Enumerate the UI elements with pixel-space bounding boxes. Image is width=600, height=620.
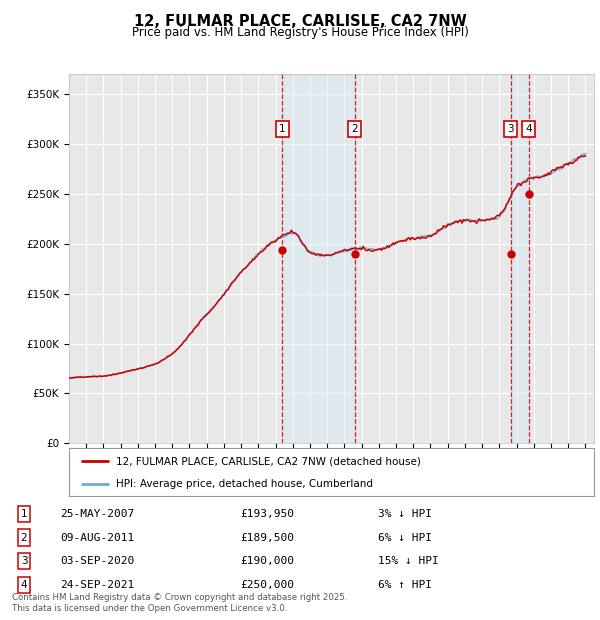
Text: 6% ↓ HPI: 6% ↓ HPI (378, 533, 432, 542)
Text: Price paid vs. HM Land Registry's House Price Index (HPI): Price paid vs. HM Land Registry's House … (131, 26, 469, 39)
Text: 3: 3 (20, 556, 28, 566)
Bar (282, 74, 355, 443)
Text: Contains HM Land Registry data © Crown copyright and database right 2025.
This d: Contains HM Land Registry data © Crown c… (12, 593, 347, 613)
Text: 15% ↓ HPI: 15% ↓ HPI (378, 556, 439, 566)
Text: 24-SEP-2021: 24-SEP-2021 (60, 580, 134, 590)
Text: £189,500: £189,500 (240, 533, 294, 542)
Text: 4: 4 (20, 580, 28, 590)
Text: £250,000: £250,000 (240, 580, 294, 590)
Text: 03-SEP-2020: 03-SEP-2020 (60, 556, 134, 566)
Text: 1: 1 (20, 509, 28, 519)
Text: HPI: Average price, detached house, Cumberland: HPI: Average price, detached house, Cumb… (116, 479, 373, 489)
Text: 4: 4 (526, 124, 532, 135)
Text: £193,950: £193,950 (240, 509, 294, 519)
Text: 09-AUG-2011: 09-AUG-2011 (60, 533, 134, 542)
Text: 6% ↑ HPI: 6% ↑ HPI (378, 580, 432, 590)
Text: 25-MAY-2007: 25-MAY-2007 (60, 509, 134, 519)
Text: 2: 2 (20, 533, 28, 542)
Bar (511, 74, 529, 443)
Text: 3% ↓ HPI: 3% ↓ HPI (378, 509, 432, 519)
Text: 12, FULMAR PLACE, CARLISLE, CA2 7NW (detached house): 12, FULMAR PLACE, CARLISLE, CA2 7NW (det… (116, 456, 421, 466)
Text: 3: 3 (508, 124, 514, 135)
Text: 1: 1 (279, 124, 286, 135)
Text: 2: 2 (352, 124, 358, 135)
Text: £190,000: £190,000 (240, 556, 294, 566)
Text: 12, FULMAR PLACE, CARLISLE, CA2 7NW: 12, FULMAR PLACE, CARLISLE, CA2 7NW (134, 14, 466, 29)
